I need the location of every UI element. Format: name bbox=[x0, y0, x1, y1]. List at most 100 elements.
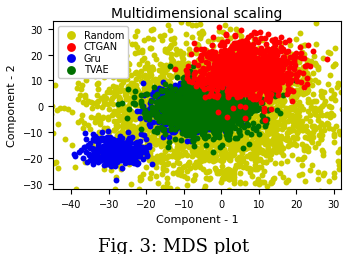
Random bbox=[246, 127, 252, 131]
Random bbox=[184, 132, 190, 136]
CTGAN bbox=[238, 55, 244, 59]
Random bbox=[220, 31, 226, 35]
TVAE bbox=[214, 112, 219, 116]
Random bbox=[236, 104, 241, 108]
TVAE bbox=[195, 122, 200, 126]
CTGAN bbox=[265, 76, 271, 80]
Random bbox=[144, 165, 149, 169]
CTGAN bbox=[256, 95, 261, 99]
CTGAN bbox=[261, 107, 267, 111]
Gru bbox=[86, 152, 91, 156]
TVAE bbox=[215, 99, 220, 103]
Random bbox=[199, 64, 205, 68]
Random bbox=[229, 148, 234, 152]
TVAE bbox=[159, 97, 165, 101]
Random bbox=[179, 95, 184, 99]
CTGAN bbox=[269, 70, 274, 74]
Random bbox=[309, 124, 315, 128]
CTGAN bbox=[231, 73, 237, 77]
Random bbox=[190, 151, 196, 155]
Random bbox=[111, 54, 117, 58]
Random bbox=[223, 86, 229, 90]
TVAE bbox=[238, 122, 243, 126]
Random bbox=[192, 76, 198, 80]
Random bbox=[243, 162, 248, 166]
TVAE bbox=[215, 95, 221, 99]
Random bbox=[185, 114, 191, 118]
Random bbox=[253, 163, 258, 167]
TVAE bbox=[161, 103, 166, 107]
TVAE bbox=[187, 108, 192, 112]
CTGAN bbox=[238, 64, 244, 68]
Random bbox=[320, 151, 326, 155]
Random bbox=[176, 113, 181, 117]
Random bbox=[205, 101, 211, 105]
Random bbox=[157, 141, 163, 145]
Random bbox=[234, 42, 239, 46]
CTGAN bbox=[260, 87, 266, 91]
Random bbox=[95, 114, 100, 118]
TVAE bbox=[228, 88, 234, 92]
Random bbox=[158, 159, 164, 163]
Random bbox=[114, 135, 120, 139]
Random bbox=[252, 154, 258, 158]
Random bbox=[283, 86, 288, 90]
TVAE bbox=[210, 120, 215, 124]
TVAE bbox=[174, 109, 180, 113]
TVAE bbox=[185, 111, 190, 115]
Random bbox=[337, 191, 342, 195]
TVAE bbox=[221, 127, 227, 131]
Gru bbox=[178, 111, 183, 115]
TVAE bbox=[215, 112, 221, 116]
Gru bbox=[114, 149, 120, 153]
Random bbox=[252, 85, 257, 89]
Gru bbox=[174, 103, 180, 107]
CTGAN bbox=[254, 75, 260, 79]
Random bbox=[250, 104, 256, 108]
Random bbox=[177, 97, 183, 101]
Random bbox=[258, 96, 264, 100]
Random bbox=[250, 111, 256, 115]
Random bbox=[236, 76, 242, 81]
Random bbox=[238, 105, 244, 109]
Gru bbox=[108, 143, 113, 147]
Random bbox=[190, 129, 196, 133]
CTGAN bbox=[260, 57, 266, 61]
TVAE bbox=[160, 116, 165, 120]
Random bbox=[158, 95, 164, 99]
Gru bbox=[184, 105, 190, 109]
Gru bbox=[175, 87, 181, 91]
Random bbox=[223, 69, 228, 73]
Random bbox=[218, 98, 223, 102]
Gru bbox=[93, 138, 98, 142]
Random bbox=[204, 170, 209, 174]
CTGAN bbox=[202, 96, 207, 100]
Random bbox=[219, 91, 225, 95]
Random bbox=[272, 213, 278, 217]
Random bbox=[174, 132, 180, 136]
Gru bbox=[139, 133, 144, 137]
CTGAN bbox=[274, 53, 280, 57]
Random bbox=[160, 39, 165, 43]
TVAE bbox=[190, 106, 196, 110]
Random bbox=[236, 103, 242, 107]
Random bbox=[179, 99, 184, 103]
TVAE bbox=[192, 109, 198, 113]
Random bbox=[128, 183, 133, 187]
Random bbox=[190, 106, 196, 110]
CTGAN bbox=[244, 82, 250, 86]
Gru bbox=[193, 103, 199, 107]
Random bbox=[314, 22, 319, 26]
TVAE bbox=[182, 89, 188, 93]
TVAE bbox=[219, 99, 224, 103]
Random bbox=[140, 59, 145, 63]
Random bbox=[218, 104, 224, 108]
CTGAN bbox=[240, 69, 246, 73]
Random bbox=[205, 113, 211, 117]
Gru bbox=[194, 119, 200, 123]
Random bbox=[163, 113, 169, 117]
TVAE bbox=[195, 107, 200, 111]
Gru bbox=[179, 107, 184, 111]
TVAE bbox=[167, 85, 173, 89]
CTGAN bbox=[282, 60, 288, 64]
